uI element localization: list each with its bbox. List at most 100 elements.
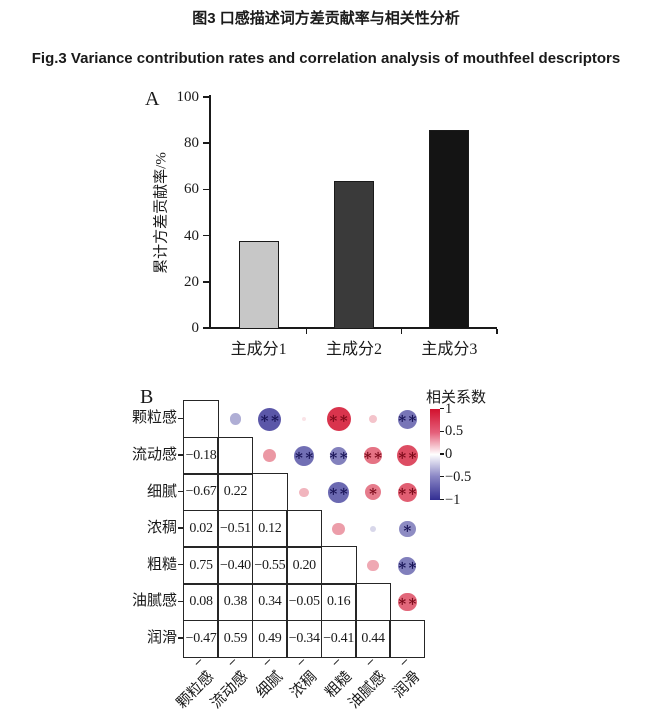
col-tick [195,659,202,666]
corr-circle [397,409,418,429]
matrix-cell-value: 0.44 [355,619,392,658]
legend-tick [439,407,444,410]
y-tick-label: 40 [184,227,199,244]
legend-tick [439,498,444,501]
legend-tick [439,476,444,478]
matrix-cell [183,400,220,439]
legend-colorbar [429,408,440,500]
corr-circle [326,407,351,432]
corr-circle [399,520,416,538]
corr-circle [258,407,282,431]
matrix-cell [286,509,323,549]
matrix-cell-value: 0.75 [183,546,220,585]
corr-circle [229,413,242,426]
significance-stars: ∗∗ [397,484,418,501]
row-tick [177,417,183,419]
matrix-cell-value: 0.16 [320,583,357,622]
corr-circle [398,592,417,612]
col-tick [401,659,408,666]
legend-tick [439,430,444,432]
matrix-cell-value: −0.55 [251,546,288,585]
row-label: 流动感 [131,446,177,463]
significance-stars: ∗∗ [397,557,418,574]
corr-circle [263,449,277,463]
row-label: 细腻 [146,483,177,500]
matrix-cell-value: 0.02 [183,509,220,549]
row-label: 浓稠 [146,520,177,537]
row-tick [177,527,183,529]
x-tick [305,328,308,334]
matrix-cell [251,473,288,512]
matrix-cell-value: −0.47 [183,619,220,658]
row-tick [177,600,183,602]
row-label: 粗糙 [146,556,177,573]
legend-tick-label: −1 [445,491,461,508]
row-tick [177,564,183,566]
corr-circle [299,487,310,498]
legend-tick-label: −0.5 [445,468,472,485]
x-category-label: 主成分1 [230,341,287,358]
y-tick [203,142,210,144]
col-tick [333,659,340,666]
col-label: 油腻感 [346,669,390,713]
corr-circle [367,559,379,572]
x-category-label: 主成分3 [421,341,478,358]
legend-tick-label: 1 [445,400,453,417]
legend-tick-label: 0 [445,446,453,462]
significance-stars: ∗∗ [259,411,281,428]
matrix-cell-value: −0.05 [286,583,323,622]
matrix-cell [320,546,357,585]
col-tick [229,659,236,666]
y-tick [203,327,210,329]
matrix-cell-value: 0.22 [217,473,254,512]
col-label: 颗粒感 [174,669,218,713]
significance-stars: ∗∗ [328,447,349,464]
corr-circle [364,447,382,465]
y-tick-label: 20 [184,273,199,290]
x-axis-line [209,327,497,329]
col-tick [367,659,374,666]
y-tick [203,281,210,283]
corr-circle [397,482,418,503]
significance-stars: ∗∗ [328,484,349,501]
significance-stars: ∗∗ [397,447,418,464]
matrix-cell-value: −0.51 [217,509,254,549]
row-label: 颗粒感 [131,410,177,427]
figure-title-zh: 图3 口感描述词方差贡献率与相关性分析 [192,10,460,27]
y-tick-label: 0 [191,320,200,336]
corr-circle [398,556,417,575]
corr-circle [329,446,348,465]
row-label: 润滑 [146,629,177,646]
x-category-label: 主成分2 [325,341,382,358]
row-tick [177,637,183,639]
corr-circle [369,415,377,424]
x-tick [400,328,403,334]
corr-circle [364,484,382,501]
y-tick-label: 80 [184,135,199,152]
x-tick [496,328,498,334]
corr-circle [294,445,315,466]
matrix-cell-value: 0.38 [217,583,254,622]
significance-stars: ∗∗ [328,411,349,428]
matrix-cell-value: 0.59 [217,619,254,658]
significance-stars: ∗∗ [293,447,315,464]
figure-title-en: Fig.3 Variance contribution rates and co… [31,50,621,67]
matrix-cell-value: −0.67 [183,473,220,512]
y-tick [203,188,210,191]
matrix-cell [389,619,426,658]
matrix-cell [217,436,254,475]
matrix-cell [355,583,392,622]
matrix-cell-value: 0.08 [183,583,220,622]
matrix-cell-value: 0.34 [251,583,288,622]
bar-3 [429,130,470,328]
y-axis-line [209,95,211,329]
legend-tick-label: 0.5 [445,423,464,440]
significance-stars: ∗∗ [362,447,384,464]
significance-stars: ∗∗ [397,411,418,428]
significance-stars: ∗∗ [397,594,418,611]
matrix-cell-value: −0.18 [183,436,220,475]
corr-circle [332,522,345,536]
